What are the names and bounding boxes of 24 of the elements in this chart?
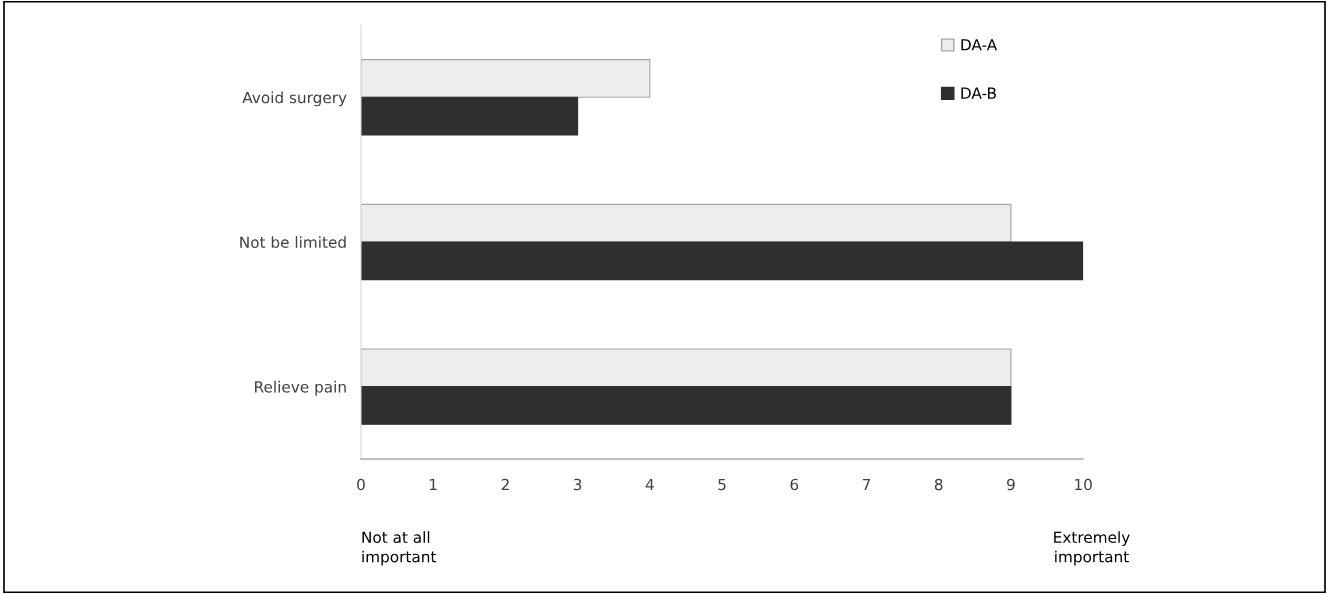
x-tick-label: 9 [1007,478,1015,491]
bar [360,96,579,136]
x-tick-label: 1 [429,478,437,491]
x-tick-label: 5 [718,478,726,491]
x-tick-label: 10 [1075,478,1092,491]
x-tick-label: 6 [790,478,799,491]
bar [360,386,1012,425]
x-tick-label: 2 [501,478,509,491]
x-tick-label: 3 [573,478,582,491]
bar [360,203,1012,243]
x-tick-label: 0 [357,478,365,491]
bar [360,59,651,98]
x-tick-label: 8 [934,478,943,491]
text: Not at all important [362,531,437,566]
text: Extremely important [1054,531,1130,566]
legend-label: DA-B [961,87,996,99]
y-tick-label: Avoid surgery [242,91,347,107]
bar [360,241,1084,281]
legend-label: DA-A [961,39,998,51]
y-tick-label: Relieve pain [255,380,346,396]
x-tick-label: 7 [862,478,871,491]
bar [360,348,1012,388]
y-tick-label: Not be limited [240,236,346,248]
x-tick-label: 4 [645,478,654,491]
